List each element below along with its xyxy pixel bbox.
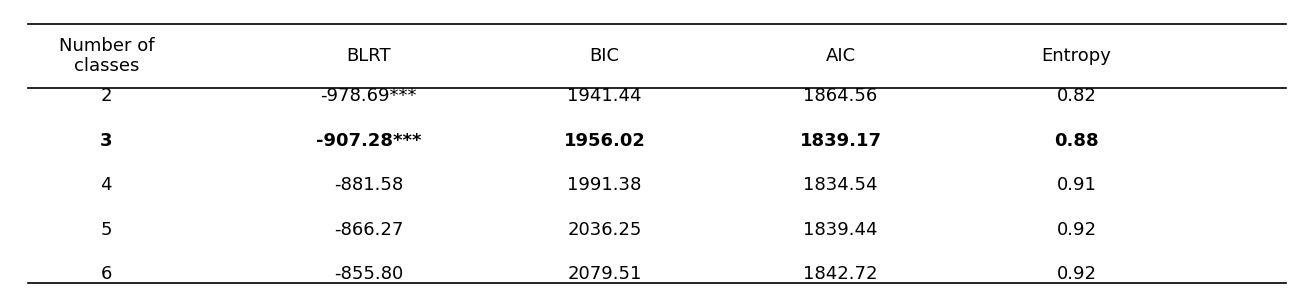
Text: 1839.44: 1839.44 xyxy=(803,221,878,239)
Text: BIC: BIC xyxy=(590,47,620,65)
Text: 0.91: 0.91 xyxy=(1056,176,1096,194)
Text: 6: 6 xyxy=(101,265,112,283)
Text: 1842.72: 1842.72 xyxy=(803,265,878,283)
Text: AIC: AIC xyxy=(825,47,855,65)
Text: 0.92: 0.92 xyxy=(1056,221,1097,239)
Text: Number of
classes: Number of classes xyxy=(59,37,154,75)
Text: Entropy: Entropy xyxy=(1042,47,1112,65)
Text: 1839.17: 1839.17 xyxy=(800,132,882,150)
Text: 1991.38: 1991.38 xyxy=(568,176,641,194)
Text: 1956.02: 1956.02 xyxy=(564,132,645,150)
Text: -978.69***: -978.69*** xyxy=(321,87,417,105)
Text: 1941.44: 1941.44 xyxy=(568,87,641,105)
Text: -907.28***: -907.28*** xyxy=(315,132,422,150)
Text: 0.92: 0.92 xyxy=(1056,265,1097,283)
Text: BLRT: BLRT xyxy=(346,47,390,65)
Text: -855.80: -855.80 xyxy=(334,265,403,283)
Text: 0.82: 0.82 xyxy=(1056,87,1096,105)
Text: -881.58: -881.58 xyxy=(334,176,403,194)
Text: 0.88: 0.88 xyxy=(1054,132,1099,150)
Text: 2036.25: 2036.25 xyxy=(568,221,641,239)
Text: -866.27: -866.27 xyxy=(334,221,403,239)
Text: 1834.54: 1834.54 xyxy=(803,176,878,194)
Text: 3: 3 xyxy=(100,132,113,150)
Text: 2: 2 xyxy=(101,87,112,105)
Text: 2079.51: 2079.51 xyxy=(568,265,641,283)
Text: 5: 5 xyxy=(101,221,112,239)
Text: 1864.56: 1864.56 xyxy=(803,87,878,105)
Text: 4: 4 xyxy=(101,176,112,194)
